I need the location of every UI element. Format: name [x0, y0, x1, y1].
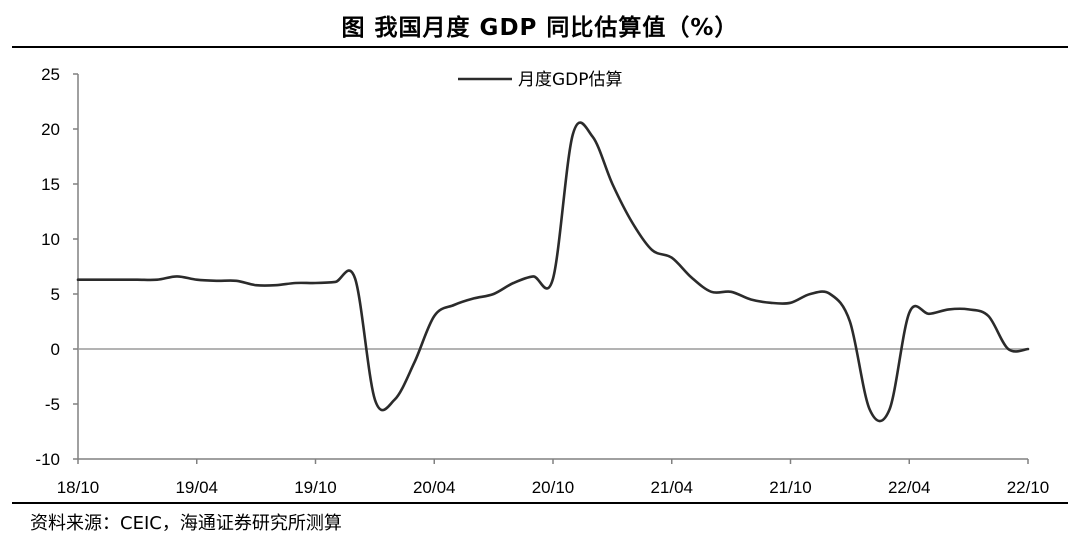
y-tick-label: 20 [41, 120, 60, 139]
x-tick-label: 22/10 [1007, 478, 1050, 497]
y-tick-label: 15 [41, 175, 60, 194]
x-axis-ticks: 18/10 19/04 19/10 20/04 20/10 21/04 21/10 22/04… [57, 459, 1050, 497]
source-note: 资料来源：CEIC，海通证券研究所测算 [30, 513, 342, 534]
title-divider [12, 46, 1068, 48]
x-tick-label: 20/04 [413, 478, 456, 497]
y-tick-label: -10 [35, 450, 60, 469]
x-tick-label: 18/10 [57, 478, 100, 497]
x-tick-label: 21/04 [650, 478, 693, 497]
y-axis-ticks: 25 20 15 10 5 0 -5 -10 [35, 65, 78, 469]
x-tick-label: 20/10 [532, 478, 575, 497]
footer-divider [12, 502, 1068, 504]
y-tick-label: -5 [45, 395, 60, 414]
legend: 月度GDP估算 [458, 70, 623, 90]
y-tick-label: 0 [51, 340, 60, 359]
x-tick-label: 19/10 [294, 478, 337, 497]
line-chart: 25 20 15 10 5 0 -5 -10 18/10 19/04 19/10 20/04 20/1… [35, 65, 1050, 497]
x-tick-label: 21/10 [769, 478, 812, 497]
x-tick-label: 22/04 [888, 478, 931, 497]
x-tick-label: 19/04 [175, 478, 218, 497]
y-tick-label: 5 [51, 285, 60, 304]
chart-axes [77, 74, 1028, 460]
y-tick-label: 10 [41, 230, 60, 249]
y-tick-label: 25 [41, 65, 60, 84]
series-line-monthly-gdp [76, 121, 1030, 423]
chart-title: 图 我国月度 GDP 同比估算值（%） [341, 15, 739, 41]
legend-label: 月度GDP估算 [518, 70, 623, 90]
